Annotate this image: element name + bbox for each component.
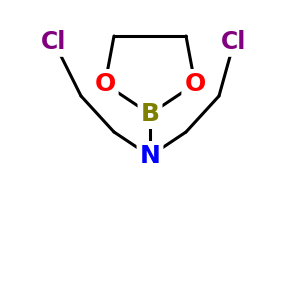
Text: Cl: Cl bbox=[221, 30, 247, 54]
Text: B: B bbox=[140, 102, 160, 126]
Text: Cl: Cl bbox=[41, 30, 67, 54]
Text: O: O bbox=[94, 72, 116, 96]
Text: N: N bbox=[140, 144, 160, 168]
Text: O: O bbox=[184, 72, 206, 96]
